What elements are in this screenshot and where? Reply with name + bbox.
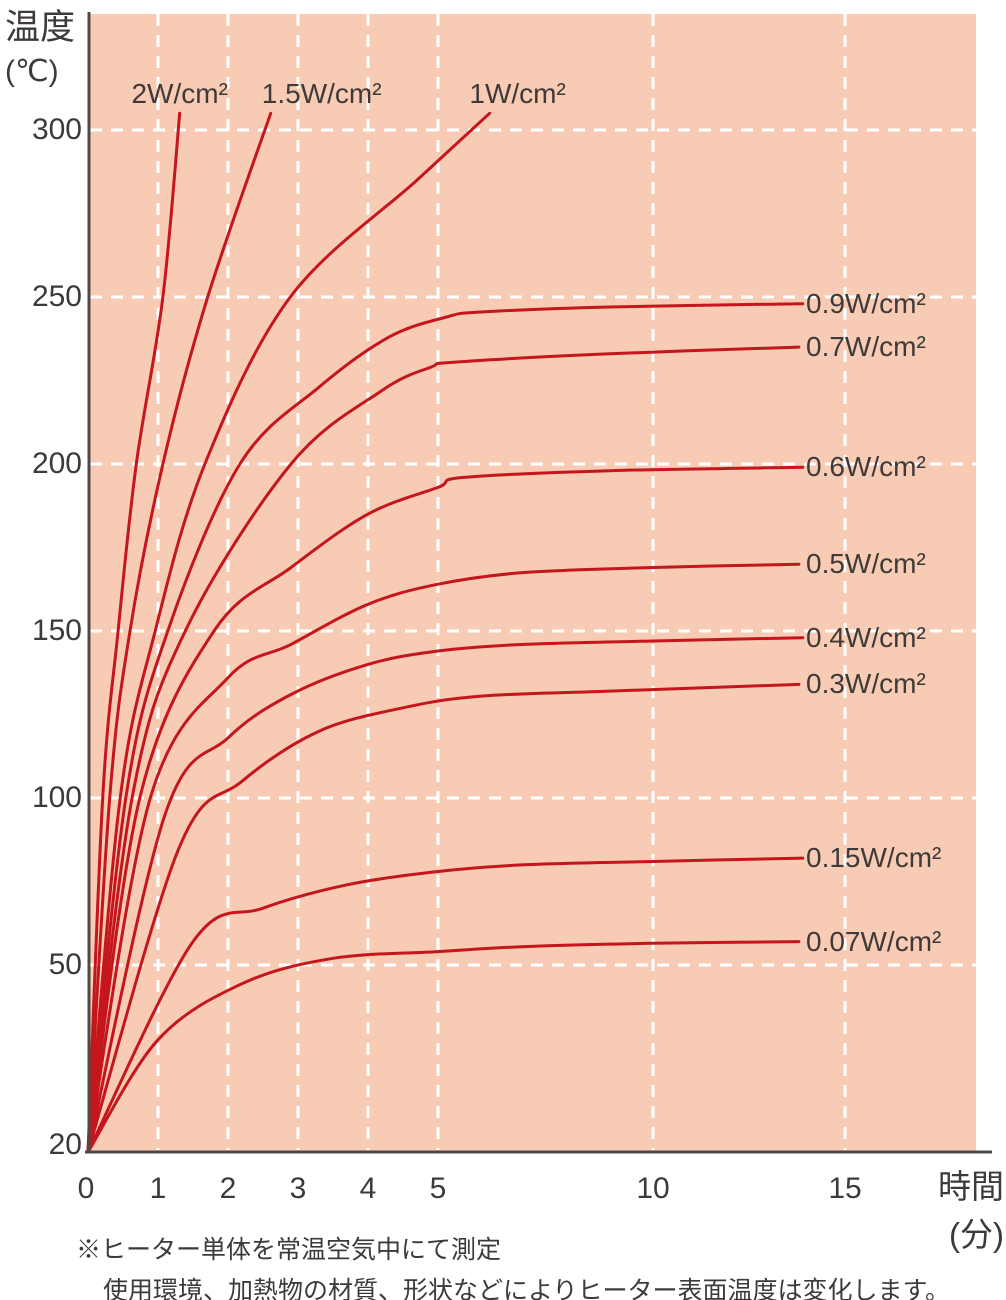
curve-0.15W/cm² [86,856,805,1154]
curve-0.4W/cm² [86,636,805,1154]
curve-0.9W/cm² [86,302,805,1154]
curve-0.6W/cm² [86,465,805,1154]
plot-area [88,14,976,1152]
curve-0.3W/cm² [86,682,801,1154]
curve-2W/cm² [86,111,182,1154]
curve-0.7W/cm² [86,345,801,1154]
curve-1W/cm² [86,111,492,1154]
curve-1.5W/cm² [86,111,273,1154]
curve-0.07W/cm² [86,940,801,1154]
curve-0.5W/cm² [86,562,801,1154]
